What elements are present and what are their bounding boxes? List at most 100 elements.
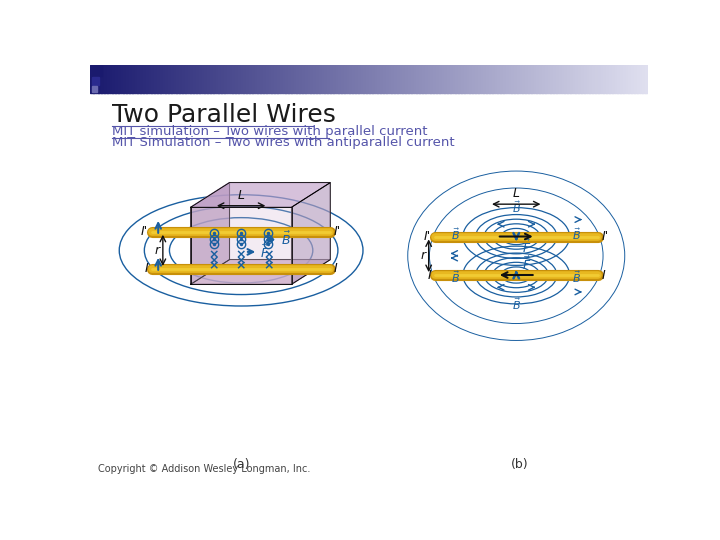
Bar: [416, 65, 420, 92]
Bar: [609, 65, 613, 92]
Text: L: L: [238, 189, 245, 202]
Bar: [151, 65, 155, 92]
Bar: [336, 65, 339, 92]
Bar: [213, 65, 216, 92]
Text: ×: ×: [236, 259, 246, 272]
Bar: [240, 65, 244, 92]
Bar: [441, 65, 445, 92]
Bar: [316, 65, 320, 92]
Bar: [639, 65, 643, 92]
Bar: [297, 65, 300, 92]
Bar: [436, 65, 439, 92]
Bar: [581, 65, 585, 92]
Text: r: r: [155, 244, 160, 257]
Bar: [620, 65, 624, 92]
Bar: [405, 65, 409, 92]
Text: ×: ×: [209, 254, 220, 267]
Text: $\vec{B}$: $\vec{B}$: [451, 226, 460, 242]
Bar: [91, 86, 97, 92]
Bar: [392, 65, 395, 92]
Text: ×: ×: [263, 254, 274, 267]
Bar: [550, 65, 554, 92]
Bar: [402, 65, 406, 92]
Bar: [526, 65, 528, 92]
Polygon shape: [292, 183, 330, 284]
Bar: [572, 65, 576, 92]
Bar: [185, 65, 189, 92]
Bar: [517, 65, 521, 92]
Bar: [433, 65, 437, 92]
Bar: [112, 65, 116, 92]
Bar: [129, 65, 132, 92]
Text: I': I': [141, 225, 148, 238]
Bar: [456, 65, 459, 92]
Bar: [389, 65, 392, 92]
Text: ×: ×: [236, 254, 246, 267]
Bar: [235, 65, 238, 92]
Bar: [221, 65, 225, 92]
Bar: [584, 65, 588, 92]
Bar: [556, 65, 559, 92]
Text: Two Parallel Wires: Two Parallel Wires: [112, 103, 336, 127]
Bar: [249, 65, 253, 92]
Text: Copyright © Addison Wesley Longman, Inc.: Copyright © Addison Wesley Longman, Inc.: [98, 464, 310, 475]
Bar: [366, 65, 370, 92]
Bar: [469, 65, 473, 92]
Bar: [344, 65, 348, 92]
Bar: [196, 65, 199, 92]
Bar: [575, 65, 579, 92]
Bar: [118, 65, 122, 92]
Bar: [246, 65, 250, 92]
Bar: [96, 65, 99, 92]
Text: $\vec{F}$: $\vec{F}$: [523, 255, 532, 273]
Bar: [629, 65, 632, 92]
Bar: [271, 65, 275, 92]
Text: I: I: [334, 262, 338, 275]
Bar: [238, 65, 241, 92]
Bar: [422, 65, 426, 92]
Text: L: L: [513, 187, 520, 200]
Bar: [459, 65, 462, 92]
Bar: [215, 65, 219, 92]
Bar: [199, 65, 202, 92]
Bar: [461, 65, 464, 92]
Bar: [364, 65, 367, 92]
Bar: [91, 77, 99, 85]
Bar: [310, 65, 314, 92]
Bar: [300, 65, 303, 92]
Bar: [224, 65, 228, 92]
Bar: [124, 65, 127, 92]
Bar: [419, 65, 423, 92]
Bar: [590, 65, 593, 92]
Bar: [603, 65, 607, 92]
Text: $\vec{B}$: $\vec{B}$: [282, 231, 291, 248]
Bar: [528, 65, 531, 92]
Bar: [121, 65, 125, 92]
Bar: [233, 65, 236, 92]
Bar: [414, 65, 417, 92]
Bar: [397, 65, 400, 92]
Bar: [285, 65, 289, 92]
Text: I: I: [427, 268, 431, 281]
Bar: [464, 65, 467, 92]
Bar: [243, 65, 247, 92]
Text: I': I': [424, 230, 431, 243]
Bar: [500, 65, 504, 92]
Bar: [411, 65, 415, 92]
Text: I: I: [145, 262, 148, 275]
Bar: [503, 65, 506, 92]
Bar: [160, 65, 163, 92]
Bar: [562, 65, 565, 92]
Bar: [307, 65, 311, 92]
Bar: [372, 65, 375, 92]
Bar: [166, 65, 169, 92]
Bar: [101, 65, 104, 92]
Bar: [140, 65, 144, 92]
Bar: [349, 65, 353, 92]
Bar: [202, 65, 205, 92]
Bar: [645, 65, 649, 92]
Bar: [380, 65, 384, 92]
Bar: [612, 65, 616, 92]
Bar: [138, 65, 141, 92]
Bar: [450, 65, 454, 92]
